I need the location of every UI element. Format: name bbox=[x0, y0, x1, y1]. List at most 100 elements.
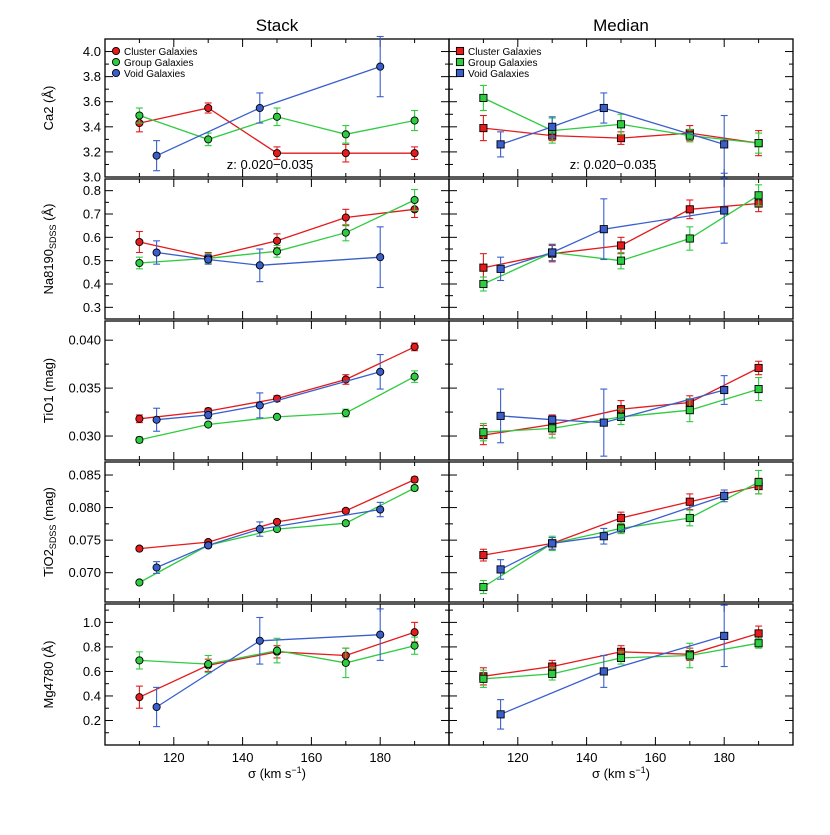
series-line bbox=[139, 487, 415, 584]
legend-label: Group Galaxies bbox=[468, 58, 537, 69]
data-point bbox=[410, 342, 419, 351]
data-point bbox=[754, 478, 763, 487]
panel-stack-tio1: 0.030 0.035 0.040 TiO1 (mag) bbox=[41, 320, 450, 461]
y-tick-label: 0.4 bbox=[83, 688, 101, 703]
panel-stack-na8190: 0.3 0.4 0.5 0.6 0.7 0.8 Na8190SDSS (Å) bbox=[41, 178, 450, 320]
legend-marker bbox=[455, 57, 465, 67]
data-point bbox=[255, 636, 264, 645]
data-point bbox=[135, 237, 144, 247]
data-point bbox=[479, 263, 488, 272]
y-tick-label: 3.0 bbox=[83, 170, 101, 185]
legend-marker bbox=[455, 68, 465, 78]
series-void bbox=[496, 375, 729, 457]
legend-marker bbox=[111, 68, 121, 78]
data-point bbox=[410, 372, 419, 381]
data-point bbox=[754, 385, 763, 394]
data-point bbox=[616, 134, 626, 143]
data-point bbox=[410, 149, 419, 158]
data-point bbox=[135, 111, 144, 120]
data-point bbox=[204, 255, 213, 264]
data-point bbox=[479, 582, 488, 592]
x-tick-label: 180 bbox=[369, 750, 391, 765]
series-void bbox=[152, 354, 385, 432]
data-point bbox=[479, 124, 488, 133]
data-point bbox=[410, 641, 419, 650]
data-point bbox=[152, 702, 161, 712]
data-point bbox=[135, 258, 144, 268]
data-point bbox=[720, 385, 729, 395]
panel-stack-tio2: 0.070 0.075 0.080 0.085 TiO2SDSS (mag) bbox=[41, 461, 450, 603]
data-point bbox=[616, 524, 626, 533]
data-point bbox=[255, 401, 264, 410]
data-point bbox=[548, 415, 557, 424]
data-point bbox=[599, 532, 608, 541]
series-cluster bbox=[479, 360, 763, 446]
series-line bbox=[156, 251, 381, 266]
y-tick-label: 0.070 bbox=[68, 565, 101, 580]
y-tick-label: 0.2 bbox=[83, 713, 101, 728]
series-void bbox=[496, 177, 729, 282]
y-axis-label-main: Mg4780 (Å) bbox=[41, 641, 56, 709]
data-point bbox=[548, 424, 557, 433]
data-point bbox=[685, 497, 694, 506]
data-point bbox=[599, 225, 608, 234]
data-point bbox=[754, 139, 763, 148]
data-point bbox=[272, 525, 282, 534]
y-tick-label: 0.080 bbox=[68, 500, 101, 515]
data-point bbox=[376, 367, 385, 376]
data-point bbox=[341, 519, 350, 528]
data-point bbox=[616, 653, 626, 662]
data-point bbox=[496, 411, 505, 420]
x-tick-label: 160 bbox=[301, 750, 323, 765]
y-tick-label: 1.0 bbox=[83, 615, 101, 630]
series-line bbox=[500, 495, 725, 570]
data-point bbox=[479, 93, 488, 103]
data-point bbox=[720, 206, 729, 215]
data-point bbox=[754, 191, 763, 200]
series-line bbox=[156, 65, 381, 157]
series-group bbox=[135, 188, 419, 270]
data-point bbox=[135, 435, 144, 444]
data-point bbox=[255, 261, 264, 270]
series-cluster bbox=[135, 475, 419, 553]
y-tick-label: 4.0 bbox=[83, 44, 101, 59]
y-tick-label: 3.6 bbox=[83, 94, 101, 109]
y-axis-label-main: Na8190 bbox=[41, 249, 56, 295]
x-tick-label: 140 bbox=[232, 750, 254, 765]
data-point bbox=[135, 693, 144, 702]
data-point bbox=[599, 103, 608, 113]
y-tick-label: 0.3 bbox=[83, 300, 101, 315]
data-point bbox=[135, 656, 144, 665]
series-void bbox=[152, 608, 385, 728]
data-point bbox=[479, 428, 488, 437]
y-axis-label-tail: (mag) bbox=[41, 487, 56, 525]
y-tick-label: 0.4 bbox=[83, 277, 101, 292]
data-point bbox=[135, 578, 144, 587]
y-tick-label: 0.035 bbox=[68, 381, 101, 396]
data-point bbox=[496, 264, 505, 273]
x-axis-label-stack: σ (km s−1) bbox=[248, 765, 306, 781]
x-tick-label: 120 bbox=[507, 750, 529, 765]
series-void bbox=[152, 501, 385, 574]
data-point bbox=[496, 565, 505, 574]
data-point bbox=[599, 418, 608, 427]
data-point bbox=[341, 408, 350, 418]
series-void bbox=[152, 35, 385, 172]
series-cluster bbox=[479, 477, 763, 562]
data-point bbox=[376, 62, 385, 71]
y-tick-label: 0.8 bbox=[83, 639, 101, 654]
x-axis-label-median: σ (km s−1) bbox=[592, 765, 650, 781]
y-tick-label: 3.8 bbox=[83, 69, 101, 84]
data-point bbox=[341, 506, 350, 515]
data-point bbox=[255, 525, 264, 534]
y-axis-label: TiO1 (mag) bbox=[41, 358, 56, 423]
data-point bbox=[152, 248, 161, 257]
data-point bbox=[204, 135, 213, 144]
y-tick-label: 0.040 bbox=[68, 333, 101, 348]
data-point bbox=[204, 410, 213, 419]
y-tick-label: 3.4 bbox=[83, 119, 101, 134]
data-point bbox=[616, 513, 626, 523]
